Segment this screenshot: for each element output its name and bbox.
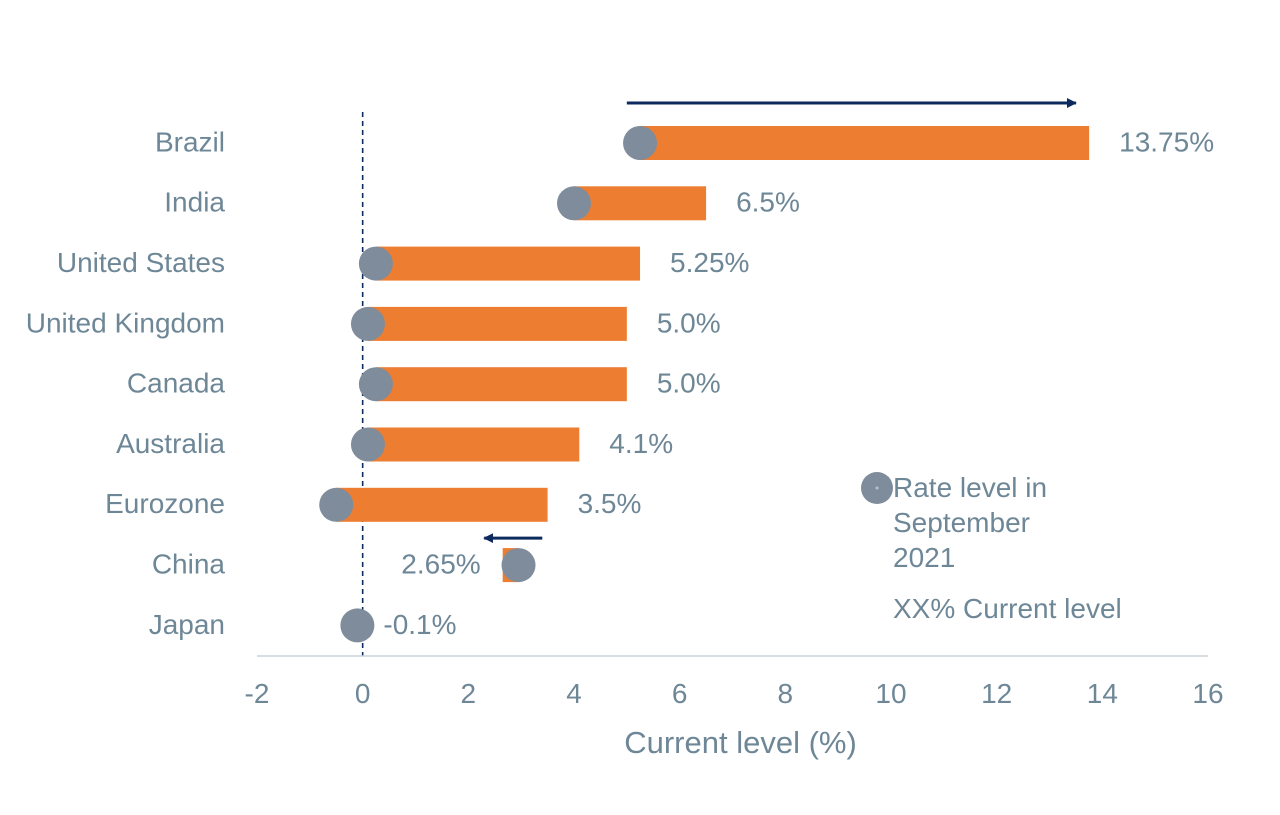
legend-marker-label: 2021	[893, 542, 955, 573]
x-tick-label: 12	[981, 678, 1012, 709]
value-label: 4.1%	[609, 428, 673, 459]
x-tick-label: 2	[461, 678, 477, 709]
marker-united-states	[358, 246, 393, 281]
legend-marker-dot	[875, 486, 879, 490]
value-label: -0.1%	[383, 609, 456, 640]
legend-marker-label: September	[893, 507, 1030, 538]
category-label: United States	[57, 247, 225, 278]
legend-marker-label: Rate level in	[893, 472, 1047, 503]
category-label: Brazil	[155, 126, 225, 157]
bar-united-kingdom	[367, 306, 627, 341]
value-label: 13.75%	[1119, 126, 1214, 157]
x-tick-label: 4	[566, 678, 582, 709]
category-label: China	[152, 548, 226, 579]
bar-canada	[375, 367, 627, 402]
bar-australia	[367, 427, 580, 462]
bar-brazil	[640, 126, 1090, 160]
x-tick-label: 0	[355, 678, 371, 709]
category-label: India	[164, 187, 225, 218]
marker-eurozone	[319, 487, 354, 522]
bar-india	[574, 186, 707, 221]
legend: Rate level in September 2021 XX% Current le…	[861, 472, 1122, 624]
legend-value-label: XX% Current level	[893, 593, 1122, 624]
marker-japan	[340, 608, 375, 643]
value-label: 2.65%	[401, 548, 480, 579]
marker-united-kingdom	[350, 306, 385, 341]
bar-eurozone	[336, 487, 548, 522]
x-tick-label: 10	[875, 678, 906, 709]
labels-layer: Brazil 13.75% India 6.5% United States 5.25% U…	[26, 126, 1214, 639]
value-label: 6.5%	[736, 187, 800, 218]
x-tick-label: 8	[778, 678, 794, 709]
x-tick-label: 16	[1192, 678, 1223, 709]
category-label: United Kingdom	[26, 307, 225, 338]
marker-india	[557, 186, 591, 221]
x-tick-label: 14	[1087, 678, 1118, 709]
x-axis-title: Current level (%)	[624, 725, 857, 760]
marker-brazil	[623, 126, 658, 160]
value-label: 5.0%	[657, 368, 721, 399]
category-label: Japan	[149, 609, 225, 640]
x-tick-label: 6	[672, 678, 688, 709]
category-label: Canada	[127, 368, 226, 399]
marker-china	[501, 548, 536, 583]
value-label: 5.0%	[657, 307, 721, 338]
category-label: Eurozone	[105, 488, 225, 519]
value-label: 3.5%	[578, 488, 642, 519]
category-label: Australia	[116, 428, 225, 459]
marker-canada	[358, 367, 393, 402]
value-label: 5.25%	[670, 247, 749, 278]
bar-united-states	[375, 246, 641, 281]
x-axis: -2 0 2 4 6 8 10 12 14 16 Current level (%)	[245, 655, 1224, 760]
x-tick-label: -2	[245, 678, 270, 709]
bars-layer	[319, 98, 1090, 656]
marker-australia	[350, 427, 385, 462]
